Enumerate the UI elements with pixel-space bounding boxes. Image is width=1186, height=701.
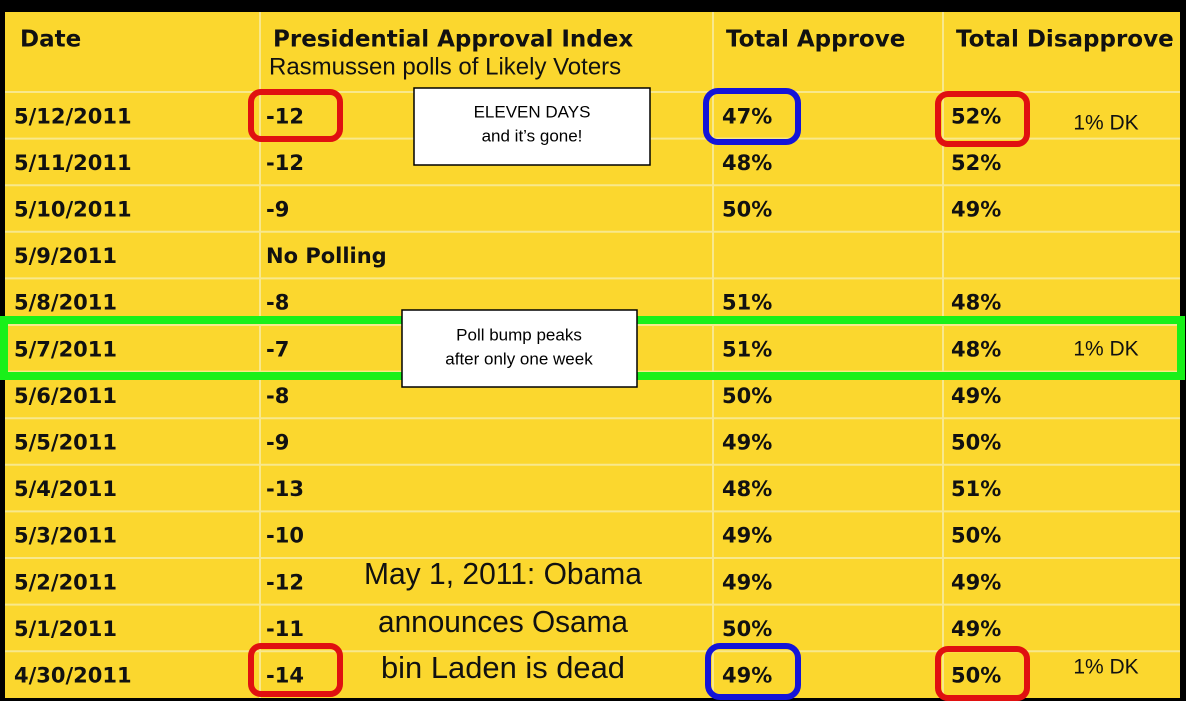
dk-note: 1% DK — [1073, 656, 1138, 679]
cell: 48% — [722, 151, 772, 175]
highlight-box — [935, 91, 1030, 147]
header: Presidential Approval Index — [273, 27, 633, 53]
subtitle: Rasmussen polls of Likely Voters — [269, 53, 621, 80]
cell: 4/30/2011 — [14, 664, 132, 688]
cell: 5/6/2011 — [14, 384, 117, 408]
corner — [665, 0, 1186, 12]
cell: 51% — [722, 337, 772, 361]
header: Date — [20, 27, 81, 53]
cell: -13 — [266, 477, 304, 501]
cell: -7 — [266, 337, 289, 361]
cell: 50% — [722, 198, 772, 222]
cell: 48% — [722, 477, 772, 501]
callout-text: and it’s gone! — [482, 126, 583, 145]
cell: 5/9/2011 — [14, 244, 117, 268]
highlight-box — [703, 88, 801, 145]
cell: -9 — [266, 431, 289, 455]
announcement: bin Laden is dead — [381, 650, 625, 685]
cell: 47% — [722, 104, 772, 128]
cell: 5/1/2011 — [14, 617, 117, 641]
cell: 5/8/2011 — [14, 291, 117, 315]
cell: 48% — [951, 291, 1001, 315]
cell: -8 — [266, 384, 289, 408]
cell: 49% — [722, 664, 772, 688]
dk-note: 1% DK — [1073, 338, 1138, 361]
cell: -12 — [266, 570, 304, 594]
header: Total Approve — [726, 27, 905, 53]
cell: 49% — [951, 384, 1001, 408]
cell: -10 — [266, 524, 304, 548]
cell: No Polling — [266, 244, 387, 268]
cell: 49% — [722, 524, 772, 548]
cell: 50% — [951, 431, 1001, 455]
cell: 5/4/2011 — [14, 477, 117, 501]
header: Total Disapprove — [956, 27, 1174, 53]
announcement: announces Osama — [378, 604, 629, 639]
callout-text: after only one week — [445, 349, 593, 368]
cell: 48% — [951, 337, 1001, 361]
cell: -8 — [266, 291, 289, 315]
cell: 50% — [951, 664, 1001, 688]
cell: 5/7/2011 — [14, 337, 117, 361]
cell: 49% — [951, 570, 1001, 594]
cell: 50% — [722, 617, 772, 641]
callout-box — [401, 309, 638, 388]
cell: 50% — [722, 384, 772, 408]
highlight-box — [248, 643, 343, 697]
cell: 5/12/2011 — [14, 104, 132, 128]
cell: 51% — [722, 291, 772, 315]
callout-box — [413, 87, 651, 166]
cell: 5/5/2011 — [14, 431, 117, 455]
cell: -9 — [266, 198, 289, 222]
cell: 5/11/2011 — [14, 151, 132, 175]
highlight-box — [935, 646, 1030, 701]
cell: -12 — [266, 104, 304, 128]
highlight-box — [248, 89, 343, 142]
cell: 5/2/2011 — [14, 570, 117, 594]
rows: 5/12/2011 -12 47% 52% 5/11/2011 -12 48% 52% 5/10… — [14, 104, 1001, 687]
announcement: May 1, 2011: Obama — [364, 556, 643, 591]
cell: 49% — [951, 617, 1001, 641]
cell: -14 — [266, 664, 304, 688]
cell: -12 — [266, 151, 304, 175]
cell: 52% — [951, 104, 1001, 128]
cell: -11 — [266, 617, 304, 641]
callout-text: ELEVEN DAYS — [474, 102, 591, 121]
cell: 49% — [951, 198, 1001, 222]
cell: 5/10/2011 — [14, 198, 132, 222]
cell: 51% — [951, 477, 1001, 501]
cell: 5/3/2011 — [14, 524, 117, 548]
cell: 50% — [951, 524, 1001, 548]
dk-note: 1% DK — [1073, 112, 1138, 135]
highlight-box — [705, 643, 801, 700]
callout-text: Poll bump peaks — [456, 325, 582, 344]
cell: 49% — [722, 431, 772, 455]
cell: 49% — [722, 570, 772, 594]
cell: 52% — [951, 151, 1001, 175]
